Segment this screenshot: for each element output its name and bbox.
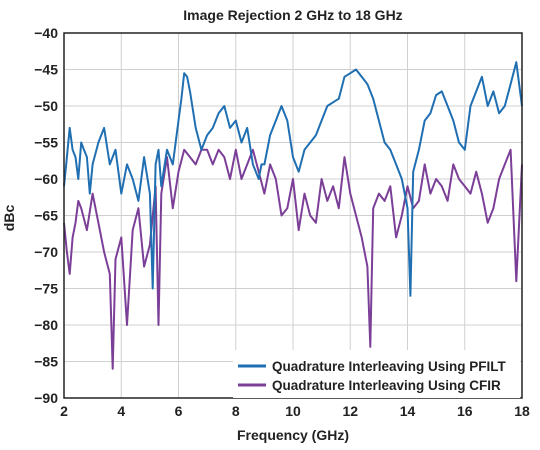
series-line-cfir bbox=[63, 148, 523, 370]
y-tick-label: −45 bbox=[34, 62, 58, 78]
y-tick-label: −55 bbox=[34, 135, 58, 151]
x-tick-label: 16 bbox=[457, 403, 473, 419]
x-tick-label: 18 bbox=[514, 403, 530, 419]
y-tick-label: −50 bbox=[34, 98, 58, 114]
x-tick-label: 2 bbox=[60, 403, 68, 419]
x-tick-label: 8 bbox=[232, 403, 240, 419]
x-tick-label: 10 bbox=[285, 403, 301, 419]
y-tick-label: −75 bbox=[34, 281, 58, 297]
series-line-pfilt bbox=[63, 61, 523, 297]
chart-title: Image Rejection 2 GHz to 18 GHz bbox=[183, 7, 402, 23]
legend-label-cfir: Quadrature Interleaving Using CFIR bbox=[272, 378, 501, 393]
y-tick-label: −65 bbox=[34, 208, 58, 224]
x-tick-label: 4 bbox=[117, 403, 125, 419]
x-tick-label: 14 bbox=[400, 403, 416, 419]
y-tick-labels: −40 −45 −50 −55 −60 −65 −70 −75 −80 −85 −90 bbox=[34, 25, 58, 406]
series-layer bbox=[63, 61, 523, 370]
y-tick-label: −70 bbox=[34, 244, 58, 260]
x-tick-label: 12 bbox=[342, 403, 358, 419]
x-axis-title: Frequency (GHz) bbox=[237, 427, 349, 443]
x-tick-label: 6 bbox=[175, 403, 183, 419]
grid bbox=[63, 32, 523, 399]
y-tick-label: −85 bbox=[34, 354, 58, 370]
legend-label-pfilt: Quadrature Interleaving Using PFILT bbox=[272, 359, 507, 374]
y-axis-title: dBc bbox=[1, 205, 17, 232]
x-tick-labels: 2 4 6 8 10 12 14 16 18 bbox=[60, 403, 530, 419]
y-tick-label: −80 bbox=[34, 317, 58, 333]
legend: Quadrature Interleaving Using PFILT Quad… bbox=[233, 350, 520, 398]
y-tick-label: −90 bbox=[34, 390, 58, 406]
y-tick-label: −60 bbox=[34, 171, 58, 187]
y-tick-label: −40 bbox=[34, 25, 58, 41]
